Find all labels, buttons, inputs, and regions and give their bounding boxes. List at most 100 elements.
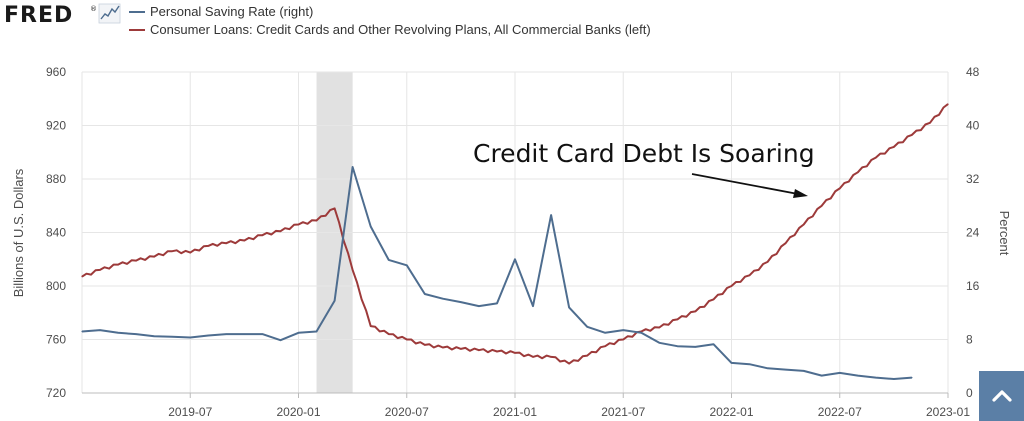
saving-rate-point	[550, 214, 552, 216]
right-axis-tick-label: 16	[966, 279, 980, 293]
saving-rate-point	[135, 333, 137, 335]
saving-rate-point	[604, 332, 606, 334]
credit-card-loans-point	[406, 338, 408, 341]
saving-rate-point	[370, 225, 372, 228]
saving-rate-point	[352, 166, 354, 168]
saving-rate-point	[839, 372, 841, 374]
saving-rate-point	[315, 330, 318, 333]
right-axis-tick-label: 32	[966, 172, 980, 186]
saving-rate-point	[442, 298, 444, 300]
back-to-top-button[interactable]	[979, 371, 1024, 421]
credit-card-loans-point	[442, 346, 444, 349]
legend-label-saving-rate: Personal Saving Rate (right)	[150, 4, 314, 19]
saving-rate-point	[189, 336, 191, 339]
left-axis-tick-label: 880	[46, 172, 66, 186]
fred-logo[interactable]: FRED ®	[4, 2, 124, 26]
saving-rate-point	[676, 345, 679, 347]
credit-card-loans-point	[279, 230, 282, 232]
credit-card-loans-point	[334, 207, 336, 209]
credit-card-loans-point	[875, 157, 877, 159]
credit-card-loans-point	[207, 245, 209, 247]
left-axis-tick-label: 760	[46, 333, 66, 347]
chevron-up-icon	[991, 390, 1012, 402]
saving-rate-point	[496, 302, 498, 304]
legend-item-saving-rate[interactable]: Personal Saving Rate (right)	[129, 3, 651, 21]
saving-rate-point	[334, 300, 336, 302]
chart-legend: Personal Saving Rate (right) Consumer Lo…	[129, 3, 651, 39]
saving-rate-point	[99, 329, 101, 331]
saving-rate-point	[514, 258, 516, 260]
credit-card-loans-point	[947, 103, 949, 105]
credit-card-loans-point	[153, 256, 155, 258]
fred-logo-text: FRED	[4, 3, 73, 26]
credit-card-loans-point	[586, 355, 588, 357]
saving-rate-point	[153, 335, 155, 337]
credit-card-loans-point	[189, 252, 191, 254]
saving-rate-point	[730, 362, 733, 364]
credit-card-loans-point	[568, 363, 570, 365]
saving-rate-point	[568, 306, 570, 308]
line-graph-icon	[98, 3, 121, 24]
credit-card-loans-point	[893, 146, 895, 148]
credit-card-loans-point	[767, 261, 769, 263]
saving-rate-point	[81, 330, 83, 333]
saving-rate-point	[712, 343, 715, 345]
right-axis-tick-label: 24	[966, 226, 980, 240]
credit-card-loans-point	[929, 122, 931, 124]
credit-card-loans-point	[352, 269, 354, 271]
saving-rate-point	[893, 378, 895, 380]
credit-card-loans-point	[730, 285, 733, 287]
credit-card-loans-point	[171, 250, 173, 252]
credit-card-loans-point	[370, 325, 372, 327]
saving-rate-point	[279, 339, 282, 341]
right-axis-title: Percent	[997, 211, 1012, 256]
credit-card-loans-point	[748, 274, 751, 276]
credit-card-loans-point	[424, 344, 426, 346]
legend-item-credit-loans[interactable]: Consumer Loans: Credit Cards and Other R…	[129, 21, 651, 39]
saving-rate-point	[785, 369, 787, 371]
legend-label-credit-loans: Consumer Loans: Credit Cards and Other R…	[150, 22, 651, 37]
saving-rate-point	[532, 305, 534, 307]
saving-rate-point	[225, 333, 227, 335]
x-axis-tick-label: 2021-01	[493, 405, 537, 419]
credit-card-loans-point	[911, 134, 913, 136]
saving-rate-point	[117, 332, 119, 334]
credit-card-loans-point	[712, 298, 715, 300]
x-axis-tick-label: 2020-01	[276, 405, 320, 419]
x-axis-tick-label: 2021-07	[601, 405, 645, 419]
credit-card-loans-point	[694, 310, 697, 312]
credit-card-loans-point	[658, 326, 660, 329]
saving-rate-point	[640, 332, 642, 334]
saving-rate-point	[424, 293, 426, 295]
saving-rate-point	[694, 346, 697, 348]
credit-card-loans-point	[785, 242, 787, 244]
x-axis-tick-label: 2022-07	[818, 405, 862, 419]
credit-card-loans-point	[496, 350, 498, 353]
chart-axes: 720 760 800 840 880 920 960 0 8 16 24 32 40 48 2019-07…	[46, 65, 980, 419]
saving-rate-point	[658, 342, 660, 344]
legend-swatch-saving-rate	[129, 11, 145, 13]
credit-card-loans-point	[99, 269, 101, 271]
right-axis-tick-label: 40	[966, 119, 980, 133]
credit-card-loans-point	[839, 187, 841, 189]
left-axis-tick-label: 720	[46, 386, 66, 400]
credit-card-loans-point	[550, 356, 552, 358]
saving-rate-point	[478, 305, 480, 307]
x-axis-tick-label: 2020-07	[385, 405, 429, 419]
credit-card-loans-point	[297, 223, 300, 226]
right-axis-tick-label: 48	[966, 65, 980, 79]
legend-swatch-credit-loans	[129, 29, 145, 31]
saving-rate-point	[767, 367, 769, 369]
credit-card-loans-point	[532, 356, 534, 358]
saving-rate-point	[261, 333, 263, 335]
credit-card-loans-point	[803, 223, 805, 226]
left-axis-tick-label: 840	[46, 226, 66, 240]
credit-card-loans-point	[225, 242, 227, 244]
credit-card-loans-point	[622, 338, 624, 341]
credit-card-loans-point	[388, 333, 390, 335]
saving-rate-point	[388, 259, 390, 261]
annotation-arrow-head	[793, 189, 808, 198]
credit-card-loans-point	[315, 219, 318, 222]
credit-card-loans-point	[81, 276, 83, 278]
credit-card-loans-point	[821, 205, 823, 207]
